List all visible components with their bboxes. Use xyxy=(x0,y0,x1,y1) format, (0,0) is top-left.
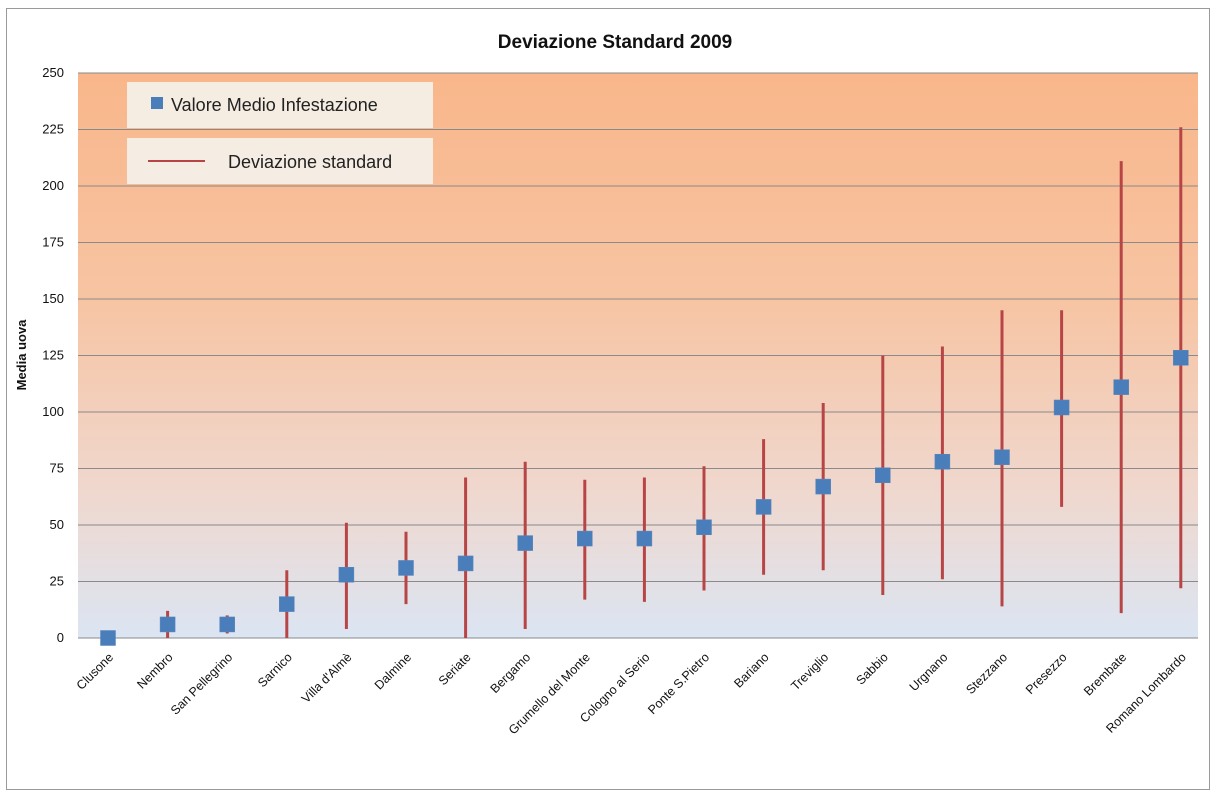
grid-lines xyxy=(78,72,1198,639)
x-tick-label: San Pellegrino xyxy=(168,650,235,717)
mean-marker xyxy=(338,566,355,583)
x-tick-label: Stezzano xyxy=(963,650,1010,697)
y-tick-label: 50 xyxy=(50,517,64,532)
y-tick-label: 200 xyxy=(42,178,64,193)
y-tick-label: 0 xyxy=(57,630,64,645)
x-tick-label: Bergamo xyxy=(488,650,534,696)
y-tick-label: 125 xyxy=(42,348,64,363)
mean-marker xyxy=(755,499,772,515)
y-tick-label: 100 xyxy=(42,404,64,419)
y-tick-label: 25 xyxy=(50,574,64,589)
x-tick-label: Urgnano xyxy=(907,650,951,694)
mean-marker xyxy=(1053,399,1070,416)
legend-label-mean: Valore Medio Infestazione xyxy=(171,95,378,115)
mean-marker xyxy=(457,555,474,572)
mean-marker xyxy=(398,560,414,576)
x-tick-label: Dalmine xyxy=(372,650,414,692)
mean-marker xyxy=(636,530,653,547)
x-tick-label: Seriate xyxy=(436,650,474,688)
x-tick-label: Sabbio xyxy=(853,650,890,687)
mean-marker xyxy=(100,630,116,646)
y-tick-label: 150 xyxy=(42,291,64,306)
mean-marker xyxy=(159,616,176,633)
x-tick-label: Bariano xyxy=(731,650,771,690)
legend: Valore Medio Infestazione Deviazione sta… xyxy=(127,82,433,184)
mean-marker xyxy=(696,519,712,536)
x-tick-label: Treviglio xyxy=(788,650,831,693)
mean-marker xyxy=(1173,350,1189,366)
legend-label-stddev: Deviazione standard xyxy=(228,152,392,172)
legend-box-mean xyxy=(127,82,433,128)
mean-marker xyxy=(875,467,891,484)
mean-marker xyxy=(815,478,831,495)
x-tick-label: Nembro xyxy=(134,650,175,691)
mean-marker xyxy=(219,616,235,633)
mean-marker xyxy=(577,530,593,547)
mean-marker xyxy=(1113,379,1129,395)
x-tick-label: Ponte S.Pietro xyxy=(645,650,712,717)
x-tick-label: Sarnico xyxy=(255,650,295,690)
mean-marker xyxy=(994,449,1010,465)
y-tick-label: 250 xyxy=(42,65,64,80)
mean-marker xyxy=(279,596,295,612)
x-tick-label: Brembate xyxy=(1081,650,1129,698)
y-tick-label: 75 xyxy=(50,461,64,476)
mean-marker xyxy=(517,535,533,551)
x-tick-label: Presezzo xyxy=(1023,650,1070,697)
y-tick-label: 225 xyxy=(42,122,64,137)
y-tick-label: 175 xyxy=(42,235,64,250)
mean-series xyxy=(100,350,1189,646)
y-axis-label: Media uova xyxy=(14,319,29,391)
x-tick-label: Villa d'Almè xyxy=(299,650,355,706)
mean-marker xyxy=(934,453,951,470)
chart-title: Deviazione Standard 2009 xyxy=(498,32,732,53)
x-tick-label: Clusone xyxy=(74,650,116,692)
y-axis: 0 25 50 75 100 125 150 175 200 225 250 xyxy=(42,65,64,645)
legend-marker-mean xyxy=(151,97,163,109)
